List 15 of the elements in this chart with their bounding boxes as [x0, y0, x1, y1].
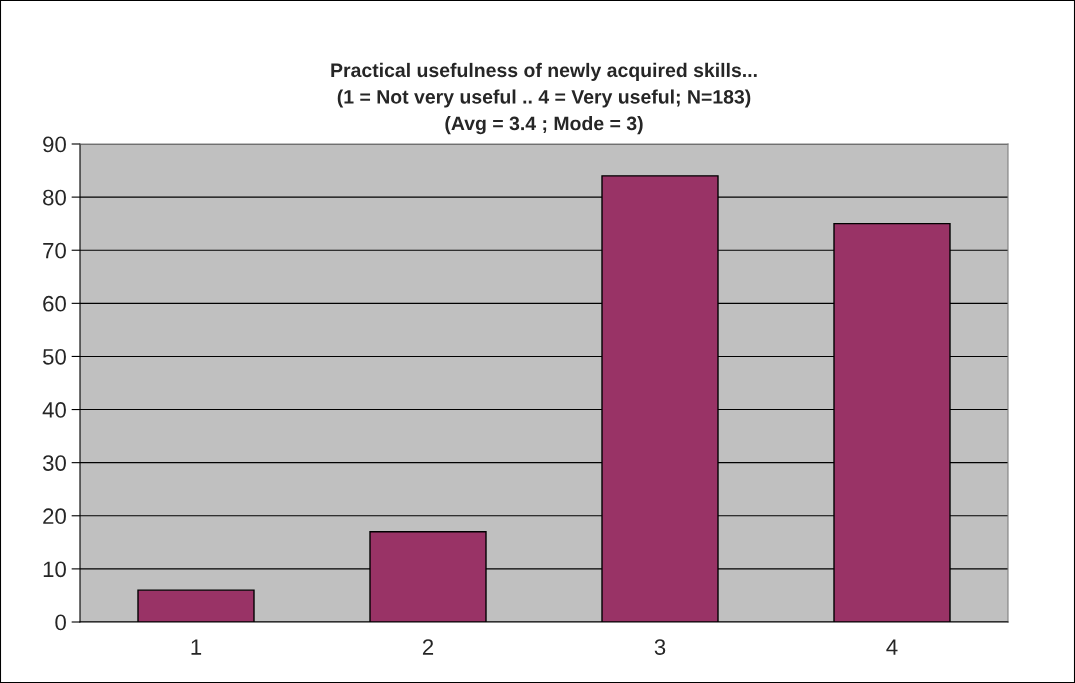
y-tick-label: 90 [43, 136, 66, 153]
x-tick-label: 4 [886, 639, 898, 655]
chart-title: Practical usefulness of newly acquired skills... (1 = Not very useful .. 4 = Very useful; N=183) (Avg = 3.4 ; Mode = 3) [331, 62, 757, 135]
x-tick-label: 2 [422, 639, 434, 655]
y-tick-label: 40 [42, 402, 66, 418]
y-tick-label: 20 [43, 508, 66, 525]
y-tick-label: 50 [42, 348, 66, 365]
y-tick-label: 30 [42, 455, 66, 471]
x-tick-label: 3 [654, 639, 666, 655]
y-tick-label: 60 [43, 295, 66, 312]
y-tick-label: 70 [43, 242, 66, 259]
y-tick-label: 0 [55, 614, 66, 631]
x-tick-label: 1 [191, 639, 202, 655]
y-tick-label: 80 [43, 189, 66, 206]
y-tick-label: 10 [43, 561, 66, 578]
